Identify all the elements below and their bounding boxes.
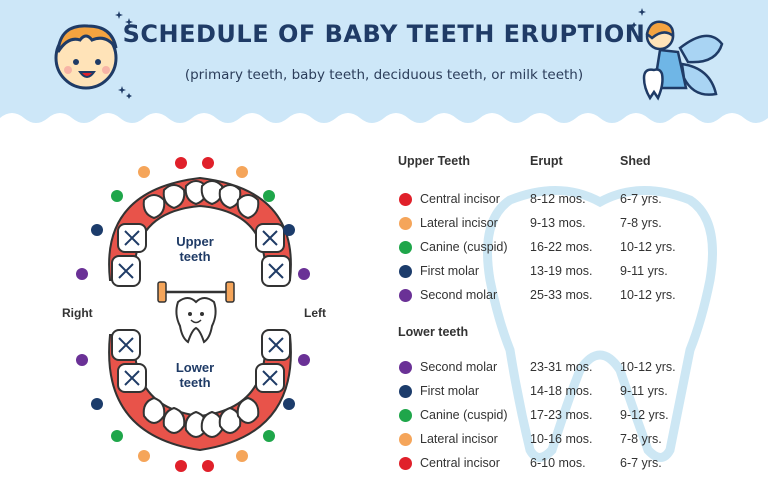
right-side-label: Right xyxy=(62,306,93,320)
erupt-value: 10-16 mos. xyxy=(530,432,593,446)
shed-header: Shed xyxy=(620,154,651,168)
lower-teeth-header: Lower teeth xyxy=(398,325,469,339)
erupt-value: 25-33 mos. xyxy=(530,288,593,302)
star-icon xyxy=(118,86,132,99)
upper-label-line1: Upper xyxy=(176,234,214,249)
shed-value: 9-12 yrs. xyxy=(620,408,669,422)
tooth-name: Canine (cuspid) xyxy=(420,240,508,254)
tooth-name: Second molar xyxy=(420,360,498,374)
color-dot xyxy=(399,289,412,302)
erupt-value: 13-19 mos. xyxy=(530,264,593,278)
tooth-name: First molar xyxy=(420,384,480,398)
erupt-value: 14-18 mos. xyxy=(530,384,593,398)
star-icon xyxy=(115,11,133,26)
color-dot xyxy=(399,409,412,422)
shed-value: 10-12 yrs. xyxy=(620,240,676,254)
tooth-outline-icon xyxy=(483,186,717,462)
lower-label-line2: teeth xyxy=(179,375,211,390)
upper-teeth-header: Upper Teeth xyxy=(398,154,470,168)
erupt-value: 16-22 mos. xyxy=(530,240,593,254)
color-dot xyxy=(399,265,412,278)
star-icon xyxy=(631,8,646,28)
tooth-name: First molar xyxy=(420,264,480,278)
color-dot xyxy=(399,361,412,374)
shed-value: 6-7 yrs. xyxy=(620,456,662,470)
page-subtitle: (primary teeth, baby teeth, deciduous te… xyxy=(184,67,584,83)
erupt-value: 9-13 mos. xyxy=(530,216,586,230)
teeth-chart-diagram xyxy=(76,157,310,472)
erupt-value: 8-12 mos. xyxy=(530,192,586,206)
erupt-value: 6-10 mos. xyxy=(530,456,586,470)
color-dot xyxy=(399,217,412,230)
color-dot xyxy=(399,433,412,446)
color-dot xyxy=(399,193,412,206)
erupt-header: Erupt xyxy=(530,154,563,168)
shed-value: 7-8 yrs. xyxy=(620,432,662,446)
page-title: SCHEDULE OF BABY TEETH ERUPTION xyxy=(122,20,646,48)
lower-label-line1: Lower xyxy=(175,360,215,375)
tooth-name: Lateral incisor xyxy=(420,432,498,446)
shed-value: 6-7 yrs. xyxy=(620,192,662,206)
tooth-mascot-icon xyxy=(157,281,235,344)
shed-value: 7-8 yrs. xyxy=(620,216,662,230)
tooth-name: Lateral incisor xyxy=(420,216,498,230)
tooth-fairy-icon xyxy=(642,20,724,101)
header-banner xyxy=(0,0,768,123)
erupt-value: 17-23 mos. xyxy=(530,408,593,422)
baby-face-icon xyxy=(54,24,118,90)
shed-value: 10-12 yrs. xyxy=(620,288,676,302)
upper-label-line2: teeth xyxy=(179,249,211,264)
shed-value: 10-12 yrs. xyxy=(620,360,676,374)
color-dot xyxy=(399,457,412,470)
shed-value: 9-11 yrs. xyxy=(620,384,668,398)
color-dot xyxy=(399,241,412,254)
erupt-value: 23-31 mos. xyxy=(530,360,593,374)
left-side-label: Left xyxy=(304,306,326,320)
shed-value: 9-11 yrs. xyxy=(620,264,668,278)
tooth-name: Central incisor xyxy=(420,192,500,206)
tooth-name: Central incisor xyxy=(420,456,500,470)
upper-teeth-label: Upper teeth xyxy=(160,234,230,264)
lower-teeth-label: Lower teeth xyxy=(160,360,230,390)
color-dot xyxy=(399,385,412,398)
tooth-name: Canine (cuspid) xyxy=(420,408,508,422)
tooth-name: Second molar xyxy=(420,288,498,302)
